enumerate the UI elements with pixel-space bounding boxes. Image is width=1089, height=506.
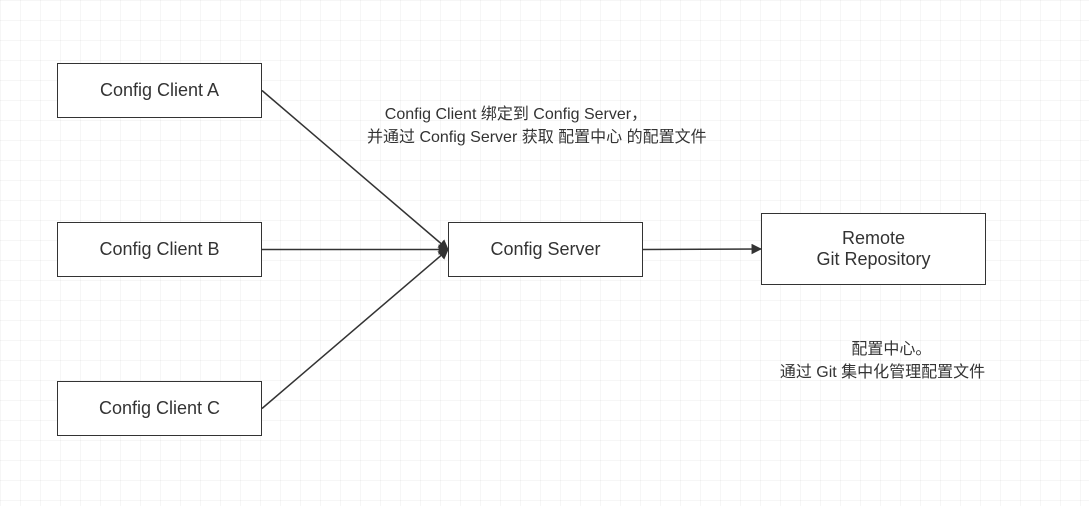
annotation-bottom: 配置中心。 通过 Git 集中化管理配置文件	[770, 315, 995, 408]
edge-server-to-repo	[643, 249, 761, 250]
annotation-text: 配置中心。 通过 Git 集中化管理配置文件	[780, 341, 985, 381]
node-label: Config Client B	[99, 239, 219, 260]
edge-client_c-to-server	[262, 250, 448, 409]
annotation-top: Config Client 绑定到 Config Server， 并通过 Con…	[367, 80, 707, 173]
annotation-text: Config Client 绑定到 Config Server， 并通过 Con…	[367, 106, 707, 146]
node-label: Remote Git Repository	[816, 228, 930, 270]
node-client-b: Config Client B	[57, 222, 262, 277]
node-config-server: Config Server	[448, 222, 643, 277]
node-client-c: Config Client C	[57, 381, 262, 436]
node-client-a: Config Client A	[57, 63, 262, 118]
node-label: Config Server	[490, 239, 600, 260]
node-label: Config Client C	[99, 398, 220, 419]
node-git-repo: Remote Git Repository	[761, 213, 986, 285]
node-label: Config Client A	[100, 80, 219, 101]
diagram-canvas: Config Client A Config Client B Config C…	[0, 0, 1089, 506]
